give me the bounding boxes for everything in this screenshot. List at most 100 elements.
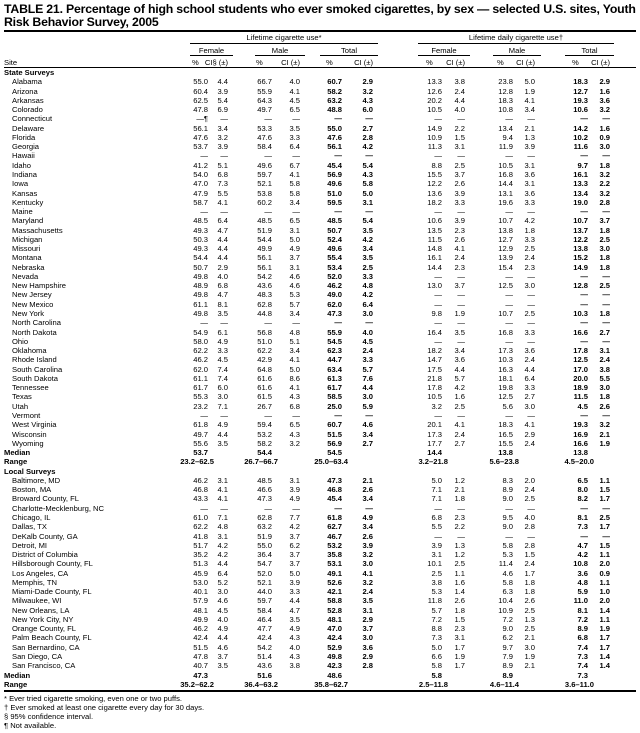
cell: 5.8 [502,540,513,550]
cell: 61.1 [193,373,208,383]
cell: 17.8 [427,383,442,393]
cell: 62.2 [193,522,208,532]
cell: 49.6 [257,160,272,170]
cell: 48.5 [257,216,272,226]
table-row: New York City, NY 49.9 4.0 46.4 3.5 48.1 2.9 7.… [0,615,640,624]
cell: — [220,318,228,328]
cell: 10.5 [427,392,442,402]
median-value: 53.7 [193,448,208,458]
cell: 6.8 [577,633,588,643]
cell: 3.7 [454,281,465,291]
cell: 4.4 [454,364,465,374]
cell: 5.8 [431,661,442,671]
table-row: Memphis, TN 53.0 5.2 52.1 3.9 52.6 3.2 3.8 1.6 5.… [0,578,640,587]
cell: — [457,336,465,346]
cell: 51.7 [193,540,208,550]
site-name: Oklahoma [12,346,47,356]
cell: — [580,114,588,124]
range-row: Range 35.2–62.2 36.4–63.2 35.8–62.7 2.5–11.8… [0,680,640,689]
sex-header-female: Female [431,46,457,55]
cell: 7.1 [431,494,442,504]
cell: 64.3 [257,95,272,105]
cell: 62.8 [257,299,272,309]
cell: 4.6 [217,642,228,652]
site-name: Texas [12,392,32,402]
cell: 58.8 [327,596,342,606]
cell: 2.5 [362,262,373,272]
cell: 7.1 [431,485,442,495]
table-row: Baltimore, MD 46.2 3.1 48.5 3.1 47.3 2.1 5.0 1.2… [0,476,640,485]
site-name: Palm Beach County, FL [12,633,92,643]
cell: 2.1 [524,633,535,643]
cell: 1.7 [599,642,610,652]
cell: 9.0 [502,522,513,532]
cell: — [505,299,513,309]
table-row: Idaho 41.2 5.1 49.6 6.7 45.4 5.4 8.8 2.5 10.5 3.1 9… [0,161,640,170]
cell: 7.3 [431,633,442,643]
group-header-lifetime: Lifetime cigarette use* [246,33,322,42]
cell: 49.0 [327,290,342,300]
site-name: Ohio [12,336,29,346]
cell: 51.0 [327,188,342,198]
site-name: Connecticut [12,114,53,124]
cell: 12.7 [573,86,588,96]
cell: 52.4 [327,234,342,244]
cell: 6.5 [577,475,588,485]
cell: 1.1 [454,568,465,578]
cell: 1.3 [524,614,535,624]
cell: — [334,114,342,124]
site-name: Iowa [12,179,29,189]
cell: 1.8 [524,577,535,587]
cell: 10.7 [498,216,513,226]
table-row: Detroit, MI 51.7 4.2 55.0 6.2 53.2 3.9 3.9 1.3 5.… [0,541,640,550]
cell: — [505,271,513,281]
cell: 4.1 [289,355,300,365]
cell: 41.2 [193,160,208,170]
cell: 51.5 [193,642,208,652]
cell: 8.9 [502,661,513,671]
cell: — [264,503,272,513]
cell: 4.0 [362,327,373,337]
cell: 52.0 [327,271,342,281]
site-name: Nebraska [12,262,45,272]
site-name: Wyoming [12,438,44,448]
site-name: Montana [12,253,42,263]
cell: 4.3 [289,652,300,661]
cell: 49.7 [193,429,208,439]
cell: 54.9 [193,327,208,337]
table-row: Wyoming 55.6 3.5 58.2 3.2 56.9 2.7 17.7 2.7 15.5 2… [0,439,640,448]
cell: 3.3 [524,327,535,337]
cell: 12.8 [573,281,588,291]
cell: 3.5 [217,661,228,671]
cell: 2.6 [362,531,373,541]
cell: 49.9 [193,614,208,624]
cell: — [505,410,513,420]
cell: 3.8 [289,661,300,671]
cell: 11.5 [427,234,442,244]
cell: 4.4 [217,559,228,569]
cell: 15.4 [498,262,513,272]
cell: — [365,410,373,420]
table-row: Maine — — — — — — — — — — — — [0,207,640,216]
cell: 3.9 [362,540,373,550]
cell: 1.6 [599,86,610,96]
cell: 45.4 [327,160,342,170]
cell: — [602,207,610,217]
cell: 12.5 [498,281,513,291]
cell: 7.2 [577,614,588,624]
cell: 4.5 [217,355,228,365]
cell: — [334,318,342,328]
cell: — [527,271,535,281]
footnote: § 95% confidence interval. [4,712,94,722]
cell: 62.0 [193,364,208,374]
cell: 48.9 [193,281,208,291]
cell: 61.3 [327,373,342,383]
cell: — [457,503,465,513]
cell: 8.9 [502,485,513,495]
cell: 49.9 [257,244,272,254]
cell: — [434,271,442,281]
cell: 12.6 [427,86,442,96]
cell: 4.6 [217,596,228,606]
cell: 47.7 [257,624,272,634]
site-name: Baltimore, MD [12,475,61,485]
